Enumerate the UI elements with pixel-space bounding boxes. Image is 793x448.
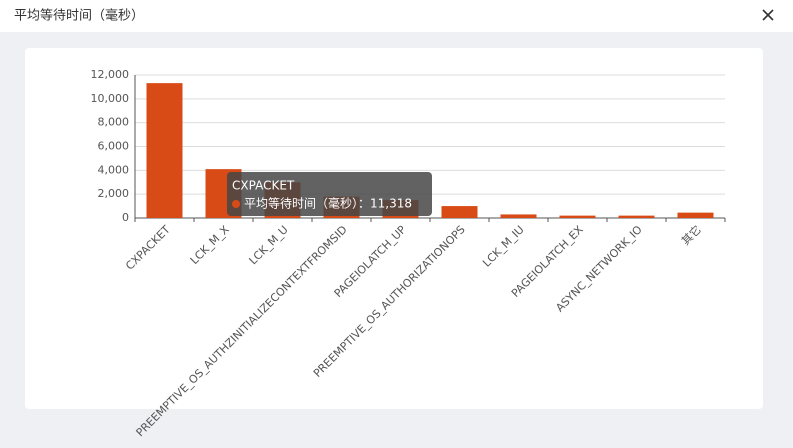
bar [559, 215, 596, 218]
y-tick-label: 12,000 [91, 68, 130, 81]
tooltip-box [227, 172, 432, 216]
tooltip-dot [232, 200, 240, 208]
y-tick-label: 4,000 [98, 163, 130, 176]
y-tick-label: 0 [122, 211, 129, 224]
card [25, 48, 763, 409]
bar [618, 215, 655, 218]
tooltip: CXPACKET 平均等待时间（毫秒）：11,318 [227, 172, 432, 216]
y-tick-label: 2,000 [98, 187, 130, 200]
close-button[interactable] [762, 9, 774, 21]
y-tick-label: 8,000 [98, 116, 130, 129]
tooltip-title: CXPACKET [232, 179, 295, 193]
bar [677, 212, 714, 218]
bar [441, 206, 478, 218]
bar [146, 83, 183, 218]
dialog-header [0, 0, 793, 32]
y-tick-label: 10,000 [91, 92, 130, 105]
dialog-title: 平均等待时间（毫秒） [14, 8, 144, 24]
y-tick-label: 6,000 [98, 140, 130, 153]
close-icon [762, 9, 774, 21]
tooltip-text: 平均等待时间（毫秒）：11,318 [244, 196, 412, 211]
bar [500, 214, 537, 218]
